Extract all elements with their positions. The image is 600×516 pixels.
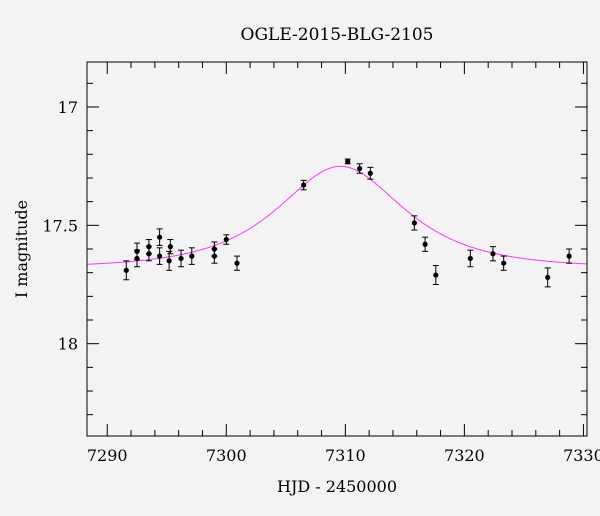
data-point (188, 247, 195, 265)
chart-title: OGLE-2015-BLG-2105 (241, 25, 434, 45)
data-point (411, 215, 418, 231)
point-marker (411, 220, 417, 226)
x-axis-label: HJD - 2450000 (277, 477, 397, 496)
data-point (422, 236, 429, 252)
data-point (432, 265, 439, 286)
point-marker (367, 170, 373, 176)
point-marker (490, 251, 496, 257)
y-axis-label: I magnitude (12, 200, 31, 298)
data-point (156, 228, 163, 246)
point-marker (301, 182, 307, 188)
model-curve-group (86, 165, 588, 265)
point-marker (189, 253, 195, 259)
point-marker (178, 255, 184, 262)
point-marker (234, 260, 240, 266)
point-marker (123, 267, 129, 273)
data-point (300, 179, 307, 191)
y-tick-label: 17.5 (42, 216, 78, 235)
point-marker (467, 255, 473, 262)
x-tick-label: 7310 (325, 446, 366, 465)
data-point (356, 163, 363, 174)
data-point (123, 260, 130, 281)
data-points (123, 158, 573, 288)
point-marker (566, 253, 572, 259)
data-point (566, 248, 573, 264)
x-tick-label: 7290 (87, 446, 128, 465)
y-tick-label: 17 (58, 98, 78, 117)
data-point (134, 249, 140, 268)
plot-frame (86, 61, 588, 437)
data-point (489, 246, 496, 262)
data-point (500, 255, 507, 271)
point-marker (146, 251, 152, 257)
point-marker (211, 253, 217, 259)
point-marker (166, 258, 172, 264)
point-marker (357, 165, 363, 172)
data-point (467, 249, 474, 268)
data-point (156, 247, 163, 265)
y-tick-label: 18 (58, 335, 78, 354)
data-point (178, 249, 185, 268)
data-point (234, 255, 240, 271)
x-tick-label: 7330 (563, 446, 600, 465)
point-marker (422, 241, 428, 247)
point-marker (157, 253, 163, 259)
data-point (211, 248, 218, 264)
tick-labels: 7290 7300 7310 7320 7330 17 17.5 18 (42, 98, 600, 465)
x-tick-label: 7320 (444, 446, 485, 465)
point-marker (433, 272, 439, 278)
data-point (344, 158, 351, 165)
point-marker (157, 234, 163, 240)
point-marker (345, 158, 351, 165)
data-point (223, 234, 230, 245)
axis-ticks (87, 62, 587, 436)
point-marker (134, 255, 140, 262)
point-marker (501, 260, 507, 266)
data-point (367, 166, 374, 180)
data-point (544, 267, 551, 288)
point-marker (167, 244, 173, 250)
data-point (166, 250, 173, 271)
model-curve (86, 165, 588, 265)
point-marker (545, 274, 551, 281)
data-point (145, 246, 152, 262)
x-tick-label: 7300 (206, 446, 247, 465)
point-marker (223, 236, 229, 243)
